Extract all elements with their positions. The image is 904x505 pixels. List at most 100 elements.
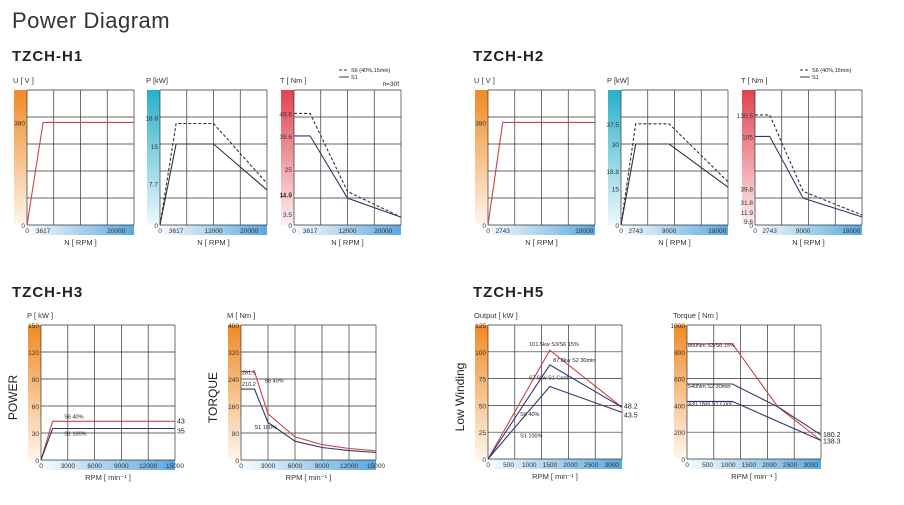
chart-h2-u: 0 380 0 2743 18000 U [ V ] N [ RPM ]: [474, 76, 596, 247]
y-axis-color-bar: [674, 325, 687, 459]
x-tick-label: 6000: [87, 463, 102, 470]
y-tick-label: 130.5: [737, 113, 754, 120]
x-tick-label: 12000: [338, 228, 356, 235]
y-tick-label: 0: [482, 457, 486, 464]
x-tick-label: 2743: [762, 228, 777, 235]
x-tick-label: 9000: [114, 463, 129, 470]
x-axis-color-bar: [755, 225, 862, 235]
x-tick-label: 0: [292, 228, 296, 235]
series-line-s3-s6-15: [487, 349, 623, 460]
x-tick-label: 2000: [563, 462, 578, 469]
annotation-label: 540Nm S2 30min: [688, 384, 731, 390]
y-axis-color-bar: [281, 90, 294, 225]
x-tick-label: 2500: [584, 462, 599, 469]
x-axis-title: N [ RPM ]: [658, 238, 691, 247]
y-tick-label: 400: [674, 403, 685, 410]
annotation-label: 48.2: [624, 403, 638, 410]
chart-h5-out: 0 25 50 75 100 125 0 500 1000 1500 2000 2500 3000 Out…: [453, 311, 638, 481]
series-line-s6-40: [241, 371, 377, 452]
annotation-label: 35: [177, 429, 185, 436]
y-axis-title: T [ Nm ]: [741, 76, 768, 85]
series-line-s6: [755, 114, 863, 216]
y-tick-label: 0: [482, 223, 486, 230]
x-tick-label: 6000: [288, 463, 303, 470]
x-axis-title: N [ RPM ]: [792, 238, 825, 247]
side-axis-label: TORQUE: [206, 372, 220, 423]
y-tick-label: 30: [612, 142, 620, 149]
y-axis-color-bar: [475, 90, 488, 225]
y-tick-label: 0: [288, 223, 292, 230]
annotation-label: S1 100%: [520, 434, 542, 440]
x-axis-color-bar: [687, 459, 821, 469]
y-tick-label: 0: [235, 458, 239, 465]
x-axis-color-bar: [488, 459, 622, 469]
x-tick-label: 9000: [796, 228, 811, 235]
series-line-s3-s6-15: [687, 343, 822, 441]
x-axis-title: RPM [ min⁻¹ ]: [532, 472, 578, 481]
x-axis-title: N [ RPM ]: [525, 238, 558, 247]
chart-h2-p: 0 15 18.8 30 37.5 0 2743 9000 18000 P [kW] N [ RPM…: [606, 76, 729, 247]
x-tick-label: 18000: [842, 228, 860, 235]
y-tick-label: 0: [35, 458, 39, 465]
x-tick-label: 3000: [604, 462, 619, 469]
x-tick-label: 2500: [783, 462, 798, 469]
x-tick-label: 18000: [575, 228, 593, 235]
x-axis-color-bar: [488, 225, 595, 235]
x-tick-label: 15000: [367, 463, 385, 470]
y-tick-label: 380: [14, 120, 25, 127]
x-tick-label: 2000: [762, 462, 777, 469]
y-axis-color-bar: [28, 325, 41, 460]
chart-h3-m: 0 80 160 240 320 400 0 3000 6000 9000 12000 15000 M …: [206, 311, 385, 482]
y-tick-label: 200: [674, 430, 685, 437]
y-tick-label: 11.9: [280, 192, 293, 199]
x-tick-label: 2743: [495, 228, 510, 235]
y-tick-label: 14.9: [279, 192, 292, 199]
x-tick-label: 1000: [721, 462, 736, 469]
y-tick-label: 80: [232, 431, 240, 438]
page-title: Power Diagram: [12, 8, 171, 33]
series-line-s1: [159, 143, 268, 226]
annotation-label: S1 100%: [64, 432, 86, 438]
y-tick-label: 37.5: [606, 122, 619, 129]
x-tick-label: 1500: [742, 462, 757, 469]
y-axis-color-bar: [608, 90, 621, 225]
x-tick-label: 500: [503, 462, 514, 469]
annotation-label: 860Nm S3/S6 15%: [688, 343, 735, 349]
series-line-s1-100: [40, 427, 175, 461]
y-tick-label: 9.6: [744, 219, 753, 226]
series-line-s1: [755, 135, 863, 218]
y-tick-label: 0: [21, 223, 25, 230]
series-line-s6: [159, 122, 268, 226]
x-tick-label: 20000: [240, 228, 258, 235]
y-tick-label: 11.9: [741, 210, 754, 217]
series-line-s1: [294, 135, 402, 218]
annotation-label: 138.3: [823, 438, 841, 445]
y-tick-label: 0: [749, 223, 753, 230]
annotation-label: S6 40%: [264, 378, 283, 384]
annotation-label: S1: [351, 75, 358, 81]
y-tick-label: 125: [475, 323, 486, 330]
annotation-label: 210.2: [242, 382, 256, 388]
x-tick-label: 3000: [261, 463, 276, 470]
series-line-s1-cont: [687, 400, 822, 442]
y-tick-label: 120: [28, 350, 39, 357]
x-tick-label: 0: [619, 228, 623, 235]
annotation-label: 261.5: [242, 371, 256, 377]
y-tick-label: 0: [154, 223, 158, 230]
y-tick-label: 380: [475, 120, 486, 127]
y-tick-label: 0: [615, 223, 619, 230]
annotation-label: n=30f: [383, 81, 400, 88]
y-tick-label: 100: [475, 350, 486, 357]
series-line-s6-40: [40, 420, 175, 461]
annotation-label: 43.5: [624, 412, 638, 419]
chart-h3-p: 0 30 60 90 120 150 0 3000 6000 9000 12000 15000 P [ …: [6, 311, 185, 482]
series-line-s6: [294, 112, 402, 218]
x-axis-color-bar: [27, 225, 134, 235]
x-axis-title: N [ RPM ]: [197, 238, 230, 247]
x-tick-label: 0: [753, 228, 757, 235]
side-axis-label: Low Winding: [453, 363, 467, 432]
annotation-label: S1 100%: [255, 425, 277, 431]
series-line-s1: [620, 143, 729, 226]
y-tick-label: 60: [32, 404, 40, 411]
